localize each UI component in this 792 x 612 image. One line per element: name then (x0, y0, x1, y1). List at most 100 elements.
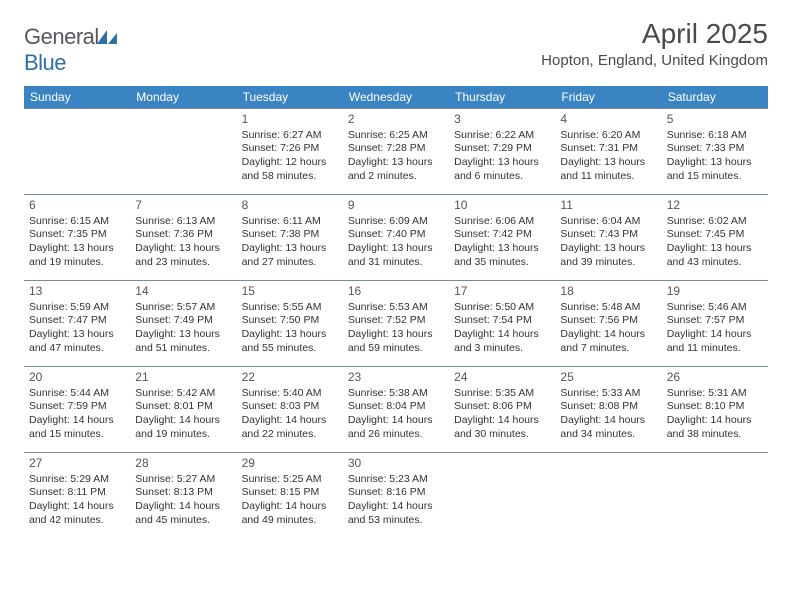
sunrise-text: Sunrise: 6:09 AM (348, 215, 444, 229)
calendar-day-cell: 21Sunrise: 5:42 AMSunset: 8:01 PMDayligh… (130, 367, 236, 453)
daylight-text: Daylight: 14 hours and 34 minutes. (560, 414, 656, 441)
day-number: 22 (242, 370, 338, 386)
day-number: 11 (560, 198, 656, 214)
calendar-day-cell: 29Sunrise: 5:25 AMSunset: 8:15 PMDayligh… (237, 453, 343, 539)
sunset-text: Sunset: 7:47 PM (29, 314, 125, 328)
daylight-text: Daylight: 13 hours and 47 minutes. (29, 328, 125, 355)
sunset-text: Sunset: 7:38 PM (242, 228, 338, 242)
logo-text: GeneralBlue (24, 24, 117, 76)
calendar-day-cell: 7Sunrise: 6:13 AMSunset: 7:36 PMDaylight… (130, 195, 236, 281)
logo-sail-icon (97, 24, 117, 49)
sunrise-text: Sunrise: 6:15 AM (29, 215, 125, 229)
sunset-text: Sunset: 7:43 PM (560, 228, 656, 242)
calendar-day-cell: 9Sunrise: 6:09 AMSunset: 7:40 PMDaylight… (343, 195, 449, 281)
sunset-text: Sunset: 7:28 PM (348, 142, 444, 156)
sunrise-text: Sunrise: 5:46 AM (667, 301, 763, 315)
sunset-text: Sunset: 7:59 PM (29, 400, 125, 414)
calendar-week-row: 6Sunrise: 6:15 AMSunset: 7:35 PMDaylight… (24, 195, 768, 281)
calendar-day-cell: 4Sunrise: 6:20 AMSunset: 7:31 PMDaylight… (555, 109, 661, 195)
day-number: 4 (560, 112, 656, 128)
daylight-text: Daylight: 14 hours and 38 minutes. (667, 414, 763, 441)
daylight-text: Daylight: 14 hours and 11 minutes. (667, 328, 763, 355)
sunset-text: Sunset: 7:33 PM (667, 142, 763, 156)
sunrise-text: Sunrise: 6:11 AM (242, 215, 338, 229)
sunrise-text: Sunrise: 5:25 AM (242, 473, 338, 487)
sunrise-text: Sunrise: 5:48 AM (560, 301, 656, 315)
day-number: 18 (560, 284, 656, 300)
sunrise-text: Sunrise: 6:02 AM (667, 215, 763, 229)
daylight-text: Daylight: 12 hours and 58 minutes. (242, 156, 338, 183)
day-number: 21 (135, 370, 231, 386)
daylight-text: Daylight: 14 hours and 7 minutes. (560, 328, 656, 355)
logo-word-blue: Blue (24, 50, 66, 75)
day-number: 27 (29, 456, 125, 472)
day-header: Sunday (24, 86, 130, 109)
sunset-text: Sunset: 8:06 PM (454, 400, 550, 414)
day-number: 2 (348, 112, 444, 128)
calendar-day-cell: 16Sunrise: 5:53 AMSunset: 7:52 PMDayligh… (343, 281, 449, 367)
calendar-day-cell: 28Sunrise: 5:27 AMSunset: 8:13 PMDayligh… (130, 453, 236, 539)
day-number: 25 (560, 370, 656, 386)
sunset-text: Sunset: 7:54 PM (454, 314, 550, 328)
sunset-text: Sunset: 8:03 PM (242, 400, 338, 414)
sunset-text: Sunset: 7:57 PM (667, 314, 763, 328)
day-number: 26 (667, 370, 763, 386)
sunset-text: Sunset: 7:42 PM (454, 228, 550, 242)
calendar-day-cell: 17Sunrise: 5:50 AMSunset: 7:54 PMDayligh… (449, 281, 555, 367)
calendar-day-cell: 5Sunrise: 6:18 AMSunset: 7:33 PMDaylight… (662, 109, 768, 195)
logo-word-general: General (24, 24, 99, 49)
sunset-text: Sunset: 7:50 PM (242, 314, 338, 328)
calendar-week-row: 27Sunrise: 5:29 AMSunset: 8:11 PMDayligh… (24, 453, 768, 539)
day-header-row: Sunday Monday Tuesday Wednesday Thursday… (24, 86, 768, 109)
day-number: 13 (29, 284, 125, 300)
day-number: 6 (29, 198, 125, 214)
sunrise-text: Sunrise: 5:44 AM (29, 387, 125, 401)
sunset-text: Sunset: 7:36 PM (135, 228, 231, 242)
sunrise-text: Sunrise: 6:06 AM (454, 215, 550, 229)
sunrise-text: Sunrise: 5:42 AM (135, 387, 231, 401)
calendar-day-cell: 6Sunrise: 6:15 AMSunset: 7:35 PMDaylight… (24, 195, 130, 281)
daylight-text: Daylight: 14 hours and 53 minutes. (348, 500, 444, 527)
calendar-table: Sunday Monday Tuesday Wednesday Thursday… (24, 86, 768, 539)
day-number: 5 (667, 112, 763, 128)
calendar-day-cell: 30Sunrise: 5:23 AMSunset: 8:16 PMDayligh… (343, 453, 449, 539)
calendar-day-cell: 10Sunrise: 6:06 AMSunset: 7:42 PMDayligh… (449, 195, 555, 281)
location: Hopton, England, United Kingdom (541, 52, 768, 69)
month-title: April 2025 (541, 18, 768, 50)
calendar-week-row: 20Sunrise: 5:44 AMSunset: 7:59 PMDayligh… (24, 367, 768, 453)
day-header: Monday (130, 86, 236, 109)
daylight-text: Daylight: 13 hours and 55 minutes. (242, 328, 338, 355)
day-header: Tuesday (237, 86, 343, 109)
calendar-day-cell (24, 109, 130, 195)
sunrise-text: Sunrise: 5:40 AM (242, 387, 338, 401)
calendar-day-cell: 13Sunrise: 5:59 AMSunset: 7:47 PMDayligh… (24, 281, 130, 367)
day-number: 29 (242, 456, 338, 472)
day-number: 16 (348, 284, 444, 300)
calendar-week-row: 1Sunrise: 6:27 AMSunset: 7:26 PMDaylight… (24, 109, 768, 195)
daylight-text: Daylight: 13 hours and 35 minutes. (454, 242, 550, 269)
sunset-text: Sunset: 8:15 PM (242, 486, 338, 500)
day-number: 1 (242, 112, 338, 128)
calendar-day-cell: 23Sunrise: 5:38 AMSunset: 8:04 PMDayligh… (343, 367, 449, 453)
day-number: 24 (454, 370, 550, 386)
calendar-day-cell: 25Sunrise: 5:33 AMSunset: 8:08 PMDayligh… (555, 367, 661, 453)
sunset-text: Sunset: 7:45 PM (667, 228, 763, 242)
day-header: Friday (555, 86, 661, 109)
daylight-text: Daylight: 13 hours and 59 minutes. (348, 328, 444, 355)
sunrise-text: Sunrise: 5:57 AM (135, 301, 231, 315)
sunrise-text: Sunrise: 5:27 AM (135, 473, 231, 487)
sunset-text: Sunset: 7:52 PM (348, 314, 444, 328)
sunset-text: Sunset: 8:08 PM (560, 400, 656, 414)
sunrise-text: Sunrise: 6:04 AM (560, 215, 656, 229)
sunrise-text: Sunrise: 5:50 AM (454, 301, 550, 315)
sunrise-text: Sunrise: 5:35 AM (454, 387, 550, 401)
daylight-text: Daylight: 13 hours and 23 minutes. (135, 242, 231, 269)
day-number: 30 (348, 456, 444, 472)
daylight-text: Daylight: 13 hours and 51 minutes. (135, 328, 231, 355)
sunset-text: Sunset: 8:01 PM (135, 400, 231, 414)
calendar-day-cell: 18Sunrise: 5:48 AMSunset: 7:56 PMDayligh… (555, 281, 661, 367)
sunrise-text: Sunrise: 5:29 AM (29, 473, 125, 487)
calendar-day-cell: 3Sunrise: 6:22 AMSunset: 7:29 PMDaylight… (449, 109, 555, 195)
sunset-text: Sunset: 7:40 PM (348, 228, 444, 242)
calendar-day-cell (662, 453, 768, 539)
